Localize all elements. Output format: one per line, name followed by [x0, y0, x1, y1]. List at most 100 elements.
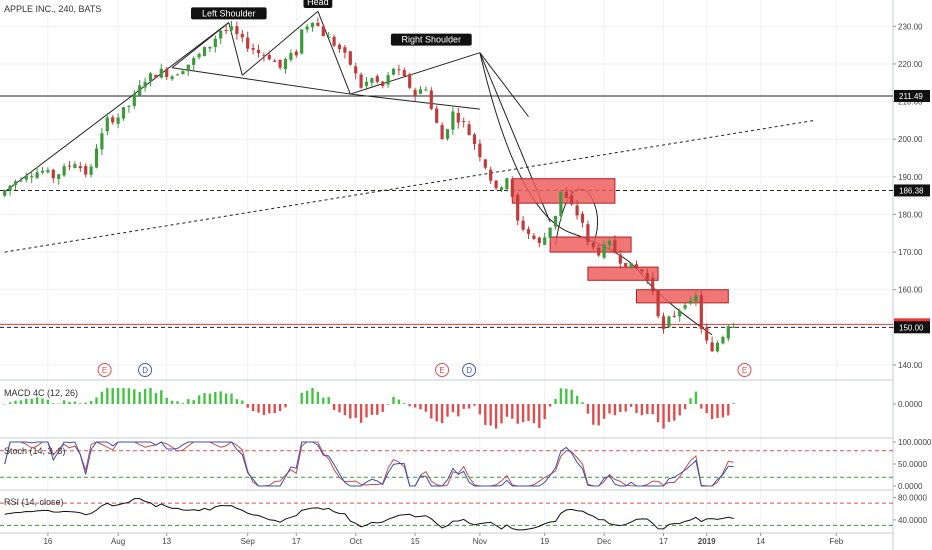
candle-body	[262, 55, 266, 57]
macd-bar	[332, 404, 336, 411]
time-tick-label: 16	[43, 537, 52, 546]
candle-body	[154, 74, 158, 78]
candle-body	[208, 46, 212, 49]
macd-bar	[586, 404, 590, 414]
candle-body	[170, 76, 174, 80]
price-tick-label: 190.00	[898, 173, 923, 182]
candle-body	[240, 33, 244, 38]
event-marker-label: D	[466, 366, 472, 375]
trendline	[172, 67, 351, 95]
candle-body	[424, 89, 428, 91]
candle-body	[13, 181, 18, 186]
candle-body	[192, 58, 196, 65]
macd-bar	[127, 388, 131, 404]
candle-body	[678, 310, 682, 317]
macd-bar	[624, 404, 627, 412]
supply-zone	[549, 236, 632, 253]
macd-bar	[8, 402, 12, 404]
candle-body	[472, 134, 477, 145]
macd-bar	[359, 404, 363, 423]
time-tick-label: 19	[540, 537, 549, 546]
macd-bar	[79, 403, 82, 404]
candle-body	[532, 235, 536, 239]
candle-body	[462, 121, 466, 123]
macd-bar	[462, 404, 465, 409]
price-tick-label: 210.00	[898, 98, 923, 107]
level-tag-label: 211.49	[899, 92, 923, 101]
price-tick-label: 160.00	[898, 286, 923, 295]
time-tick-label: 15	[411, 537, 420, 546]
candle-body	[219, 30, 223, 39]
macd-bar	[565, 388, 568, 404]
macd-bar	[484, 404, 487, 425]
macd-bar	[635, 404, 638, 413]
macd-bar	[19, 400, 23, 404]
event-marker	[97, 363, 112, 377]
candle-body	[300, 29, 304, 54]
level-tag	[894, 321, 930, 334]
time-tick-label: Sep	[241, 537, 256, 546]
macd-bar	[397, 399, 401, 404]
candle-body	[138, 85, 142, 96]
macd-bar	[543, 404, 546, 420]
stoch-label: Stoch (14, 3, 3)	[4, 446, 66, 456]
candle-body	[386, 75, 390, 85]
candle-body	[8, 185, 12, 191]
macd-bar	[203, 393, 206, 404]
candle-body	[613, 240, 617, 253]
candle-body	[359, 74, 363, 88]
level-tag	[894, 184, 930, 197]
price-axis: 230.00 220.00 210.00 200.00 190.00 180.00 170.…	[893, 0, 932, 550]
candle-body	[30, 176, 34, 178]
macd-bar	[376, 404, 379, 415]
macd-bar	[667, 404, 671, 422]
time-tick-label: 2019	[698, 537, 716, 546]
candle-body	[127, 105, 131, 107]
macd-bar	[122, 388, 125, 404]
event-marker	[737, 363, 752, 377]
candle-body	[348, 51, 352, 65]
candle-body	[116, 117, 120, 124]
stoch-tick-label: 50.0000	[898, 460, 927, 469]
price-tick-label: 180.00	[898, 210, 923, 219]
candle-body	[489, 169, 493, 181]
candle-body	[683, 305, 687, 309]
macd-bar	[133, 389, 136, 404]
time-tick-label: 13	[162, 537, 171, 546]
candle-body	[40, 170, 45, 173]
candle-body	[73, 164, 77, 169]
macd-bar	[386, 404, 390, 405]
time-tick-label: Dec	[597, 537, 611, 546]
candle-body	[159, 68, 163, 78]
candle-body	[537, 237, 541, 243]
candle-body	[370, 78, 374, 83]
macd-bar	[41, 398, 44, 404]
macd-bar	[673, 404, 676, 421]
macd-bar	[143, 388, 147, 404]
macd-bar	[149, 388, 152, 404]
pattern-labels: Left Shoulder Head Right Shoulder	[191, 0, 472, 46]
candle-body	[143, 81, 147, 88]
candle-body	[294, 51, 298, 56]
candle-body	[89, 166, 93, 175]
macd-bar	[473, 404, 476, 406]
macd-label: MACD 4C (12, 26)	[4, 388, 78, 398]
supply-zone	[636, 289, 729, 304]
event-marker-label: E	[102, 366, 107, 375]
level-tag	[894, 89, 930, 102]
candle-body	[721, 336, 725, 344]
macd-bar	[35, 397, 39, 404]
trendline	[350, 93, 480, 110]
candle-body	[440, 125, 444, 140]
macd-bar	[608, 404, 611, 414]
candle-body	[715, 342, 720, 352]
pattern-label: Right Shoulder	[402, 35, 462, 45]
candle-body	[3, 190, 7, 196]
macd-bar	[322, 397, 325, 404]
candle-body	[246, 37, 250, 49]
macd-tick-label: 0.0000	[898, 400, 923, 409]
candle-body	[321, 26, 325, 37]
candle-body	[591, 242, 595, 248]
macd-bar	[710, 404, 714, 420]
